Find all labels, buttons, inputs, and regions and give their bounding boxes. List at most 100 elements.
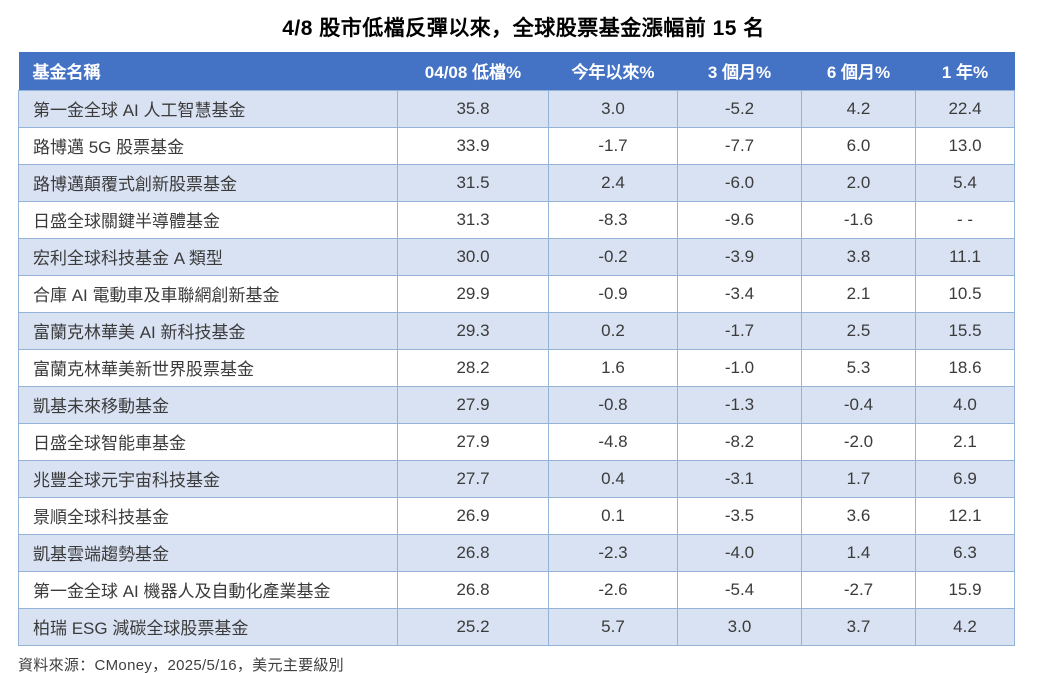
table-row: 富蘭克林華美新世界股票基金 28.2 1.6 -1.0 5.3 18.6: [18, 348, 1015, 387]
value-cell: 26.9: [397, 496, 549, 535]
value-cell: -3.9: [677, 237, 802, 276]
fund-name-cell: 凱基未來移動基金: [18, 385, 398, 424]
table-row: 第一金全球 AI 人工智慧基金 35.8 3.0 -5.2 4.2 22.4: [18, 89, 1015, 128]
value-cell: 30.0: [397, 237, 549, 276]
value-cell: 4.0: [915, 385, 1015, 424]
table-row: 凱基未來移動基金 27.9 -0.8 -1.3 -0.4 4.0: [18, 385, 1015, 424]
table-row: 路博邁 5G 股票基金 33.9 -1.7 -7.7 6.0 13.0: [18, 126, 1015, 165]
header-cell-fund-name: 基金名稱: [18, 52, 398, 90]
value-cell: 11.1: [915, 237, 1015, 276]
fund-name-cell: 柏瑞 ESG 減碳全球股票基金: [18, 607, 398, 646]
value-cell: 31.3: [397, 200, 549, 239]
value-cell: 0.2: [548, 311, 678, 350]
value-cell: 25.2: [397, 607, 549, 646]
value-cell: 29.9: [397, 274, 549, 313]
value-cell: 22.4: [915, 89, 1015, 128]
value-cell: -6.0: [677, 163, 802, 202]
header-cell: 1 年%: [915, 52, 1015, 90]
value-cell: 29.3: [397, 311, 549, 350]
value-cell: -2.3: [548, 533, 678, 572]
value-cell: 4.2: [915, 607, 1015, 646]
value-cell: 1.6: [548, 348, 678, 387]
value-cell: -8.3: [548, 200, 678, 239]
header-cell: 3 個月%: [677, 52, 802, 90]
table-row: 宏利全球科技基金 A 類型 30.0 -0.2 -3.9 3.8 11.1: [18, 237, 1015, 276]
value-cell: -1.7: [677, 311, 802, 350]
fund-name-cell: 景順全球科技基金: [18, 496, 398, 535]
value-cell: 3.0: [677, 607, 802, 646]
value-cell: 26.8: [397, 533, 549, 572]
table-header-row: 基金名稱 04/08 低檔% 今年以來% 3 個月% 6 個月% 1 年%: [18, 52, 1015, 90]
value-cell: 6.9: [915, 459, 1015, 498]
value-cell: -2.7: [801, 570, 916, 609]
value-cell: 3.6: [801, 496, 916, 535]
value-cell: 4.2: [801, 89, 916, 128]
value-cell: -0.8: [548, 385, 678, 424]
fund-name-cell: 路博邁顛覆式創新股票基金: [18, 163, 398, 202]
value-cell: 2.0: [801, 163, 916, 202]
value-cell: 33.9: [397, 126, 549, 165]
value-cell: 6.3: [915, 533, 1015, 572]
table-row: 日盛全球關鍵半導體基金 31.3 -8.3 -9.6 -1.6- -: [18, 200, 1015, 239]
value-cell: 28.2: [397, 348, 549, 387]
value-cell: -0.2: [548, 237, 678, 276]
value-cell: -9.6: [677, 200, 802, 239]
table-row: 兆豐全球元宇宙科技基金 27.7 0.4 -3.1 1.7 6.9: [18, 459, 1015, 498]
fund-name-cell: 富蘭克林華美 AI 新科技基金: [18, 311, 398, 350]
value-cell: 1.7: [801, 459, 916, 498]
value-cell: 0.4: [548, 459, 678, 498]
fund-name-cell: 日盛全球智能車基金: [18, 422, 398, 461]
value-cell: -5.2: [677, 89, 802, 128]
value-cell: -0.4: [801, 385, 916, 424]
value-cell: - -: [915, 200, 1015, 239]
value-cell: 31.5: [397, 163, 549, 202]
page-title: 4/8 股市低檔反彈以來，全球股票基金漲幅前 15 名: [282, 17, 765, 40]
fund-name-cell: 兆豐全球元宇宙科技基金: [18, 459, 398, 498]
table-row: 柏瑞 ESG 減碳全球股票基金 25.2 5.7 3.0 3.7 4.2: [18, 607, 1015, 646]
header-cell: 今年以來%: [548, 52, 678, 90]
value-cell: -4.0: [677, 533, 802, 572]
fund-name-cell: 第一金全球 AI 機器人及自動化產業基金: [18, 570, 398, 609]
source-note: 資料來源：CMoney，2025/5/16，美元主要級別: [18, 656, 344, 673]
value-cell: -0.9: [548, 274, 678, 313]
value-cell: 13.0: [915, 126, 1015, 165]
table-row: 路博邁顛覆式創新股票基金 31.5 2.4 -6.0 2.0 5.4: [18, 163, 1015, 202]
value-cell: 10.5: [915, 274, 1015, 313]
value-cell: -3.1: [677, 459, 802, 498]
value-cell: 27.9: [397, 385, 549, 424]
value-cell: 15.9: [915, 570, 1015, 609]
value-cell: -4.8: [548, 422, 678, 461]
value-cell: -8.2: [677, 422, 802, 461]
value-cell: 5.3: [801, 348, 916, 387]
value-cell: -5.4: [677, 570, 802, 609]
value-cell: 12.1: [915, 496, 1015, 535]
value-cell: 26.8: [397, 570, 549, 609]
value-cell: -1.7: [548, 126, 678, 165]
value-cell: 2.4: [548, 163, 678, 202]
table-row: 景順全球科技基金 26.9 0.1 -3.5 3.6 12.1: [18, 496, 1015, 535]
value-cell: 2.1: [801, 274, 916, 313]
value-cell: 2.1: [915, 422, 1015, 461]
fund-name-cell: 路博邁 5G 股票基金: [18, 126, 398, 165]
value-cell: 5.7: [548, 607, 678, 646]
value-cell: 15.5: [915, 311, 1015, 350]
fund-name-cell: 富蘭克林華美新世界股票基金: [18, 348, 398, 387]
table-row: 合庫 AI 電動車及車聯網創新基金 29.9 -0.9 -3.4 2.1 10.5: [18, 274, 1015, 313]
value-cell: -3.4: [677, 274, 802, 313]
value-cell: 3.0: [548, 89, 678, 128]
value-cell: -1.6: [801, 200, 916, 239]
value-cell: -1.3: [677, 385, 802, 424]
funds-table: 基金名稱 04/08 低檔% 今年以來% 3 個月% 6 個月% 1 年% 第一金全球 A…: [18, 52, 1015, 646]
value-cell: 3.8: [801, 237, 916, 276]
table-body: 第一金全球 AI 人工智慧基金 35.8 3.0 -5.2 4.2 22.4 路博邁 5G …: [18, 89, 1015, 646]
fund-name-cell: 日盛全球關鍵半導體基金: [18, 200, 398, 239]
value-cell: 3.7: [801, 607, 916, 646]
value-cell: 5.4: [915, 163, 1015, 202]
fund-name-cell: 合庫 AI 電動車及車聯網創新基金: [18, 274, 398, 313]
value-cell: -7.7: [677, 126, 802, 165]
fund-name-cell: 第一金全球 AI 人工智慧基金: [18, 89, 398, 128]
value-cell: -2.0: [801, 422, 916, 461]
header-cell: 6 個月%: [801, 52, 916, 90]
value-cell: 35.8: [397, 89, 549, 128]
